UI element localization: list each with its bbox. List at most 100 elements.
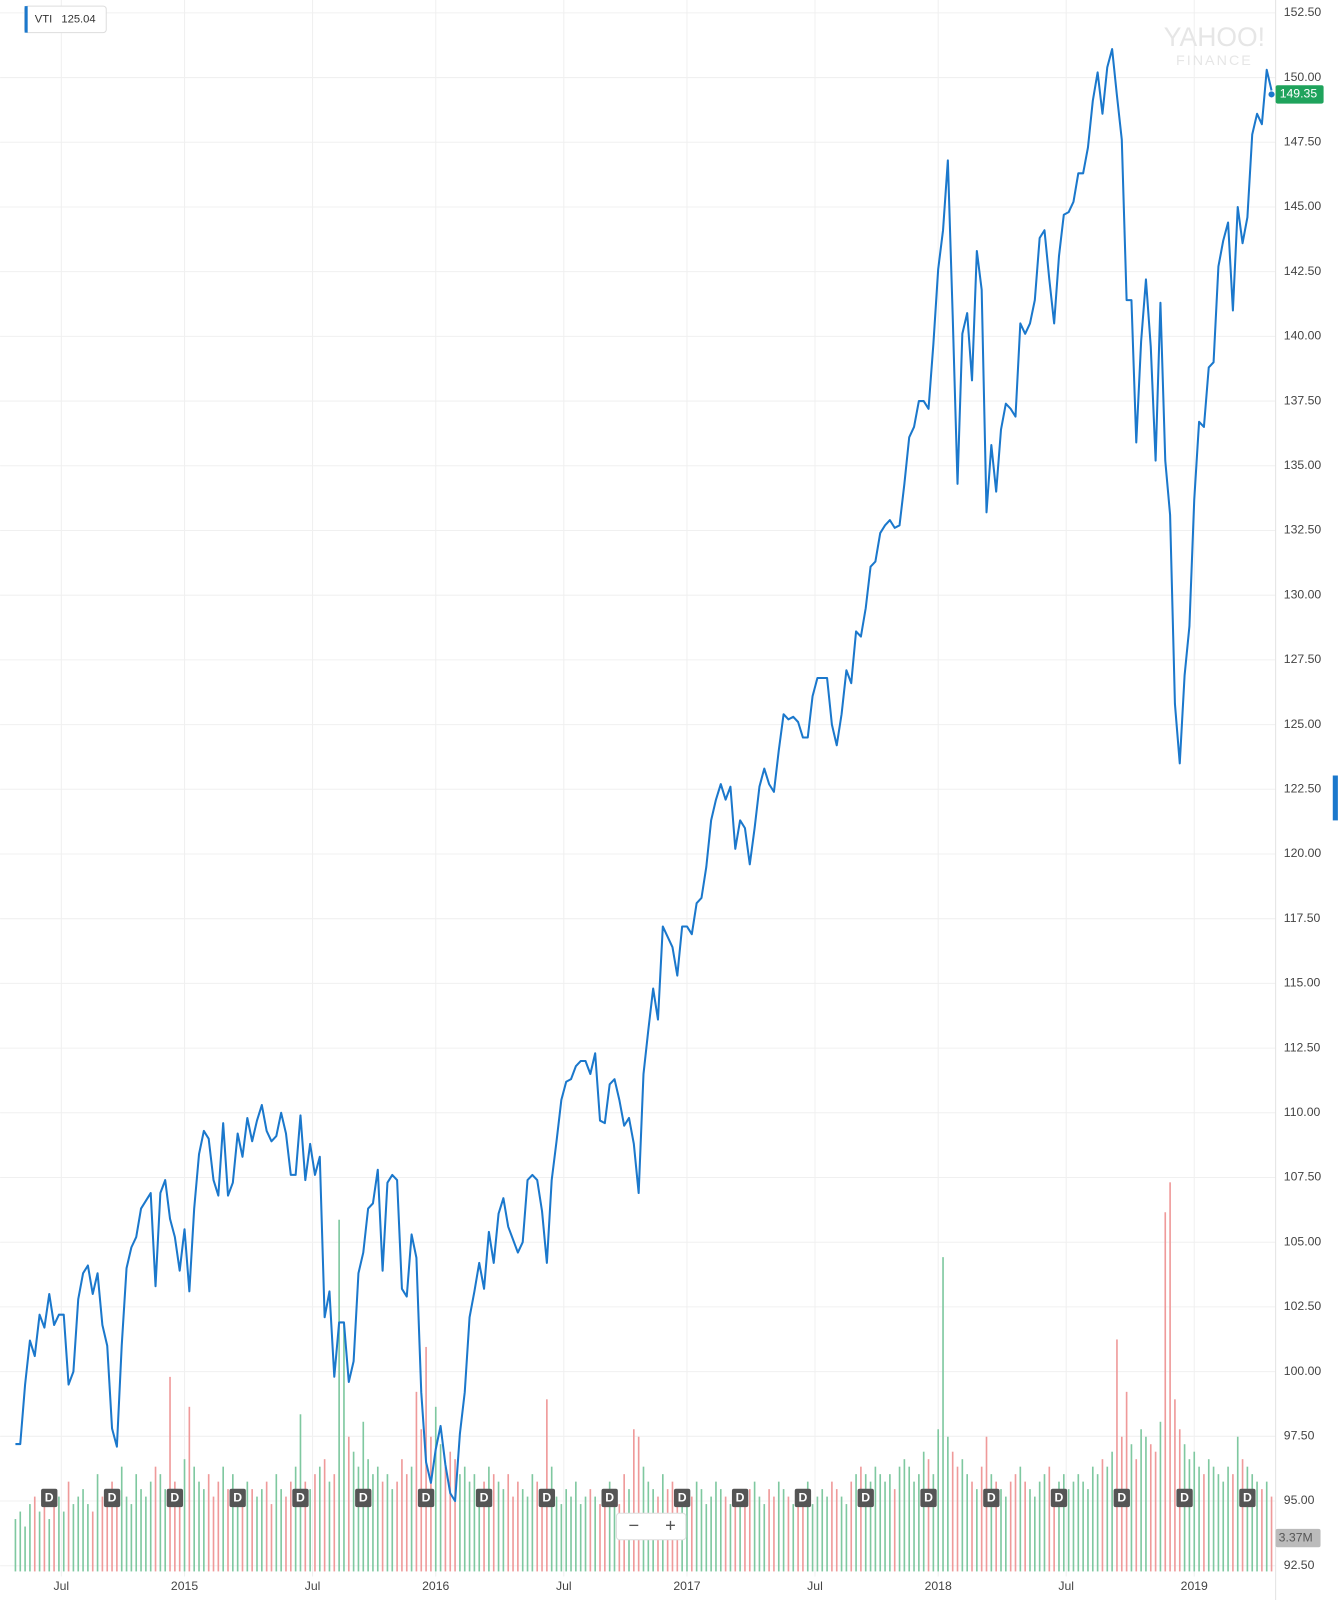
volume-bar [864,1474,867,1572]
volume-bar [579,1504,582,1572]
volume-bar [1169,1182,1171,1572]
volume-bar [831,1481,833,1572]
volume-bar [507,1474,510,1572]
dividend-label: D [542,1491,551,1505]
dividend-label: D [1180,1491,1189,1505]
volume-bar [106,1504,109,1572]
volume-bar [391,1489,394,1572]
volume-bar [1087,1489,1089,1572]
volume-bar [826,1496,828,1572]
volume-bar [918,1474,920,1572]
volume-bar [937,1429,940,1572]
zoom-controls[interactable]: − + [615,1512,687,1541]
volume-bar [111,1481,113,1572]
volume-bar [459,1474,461,1572]
volume-bar [927,1459,930,1572]
volume-bar [942,1257,944,1572]
volume-bar [304,1481,307,1572]
volume-bar [555,1496,558,1572]
volume-bar [932,1474,935,1572]
volume-bar [410,1466,413,1572]
legend-value: 125.04 [61,13,95,25]
volume-bar [613,1496,616,1572]
volume-bar [1048,1466,1051,1572]
dividend-label: D [170,1491,179,1505]
volume-bar [787,1496,790,1572]
volume-bar [1217,1474,1220,1572]
volume-bar [898,1466,901,1572]
volume-bar [1062,1474,1065,1572]
side-handle[interactable] [1332,775,1338,821]
dividend-marker: D [1239,1488,1256,1508]
volume-bar [951,1451,954,1572]
x-tick-label: Jul [305,1579,321,1593]
y-tick-label: 127.50 [1284,652,1322,666]
volume-bar [444,1466,447,1572]
y-tick-label: 150.00 [1284,70,1322,84]
x-tick-label: Jul [807,1579,823,1593]
volume-bar [961,1459,964,1572]
watermark: YAHOO! [1164,22,1265,52]
volume-bar [1183,1444,1186,1572]
dividend-box [673,1488,691,1508]
zoom-in[interactable]: + [665,1514,676,1535]
dividend-marker: D [538,1488,556,1508]
y-tick-label: 132.50 [1284,523,1322,537]
volume-bar [517,1481,519,1572]
volume-bar [439,1444,442,1572]
dividend-label: D [1243,1491,1252,1505]
volume-bar [874,1466,877,1572]
volume-bar [599,1504,601,1572]
volume-bar [29,1504,31,1572]
y-tick-label: 105.00 [1284,1234,1322,1248]
volume-bar [198,1481,200,1572]
volume-bar [1072,1481,1075,1572]
dividend-label: D [605,1491,614,1505]
x-tick-label: 2016 [422,1579,449,1593]
volume-bar [744,1504,746,1572]
volume-bar [116,1489,118,1572]
volume-bar [1261,1489,1263,1572]
volume-bar [318,1466,321,1572]
dividend-box [229,1488,246,1508]
y-tick-label: 130.00 [1284,587,1322,601]
volume-bar [222,1466,224,1572]
volume-bar [82,1489,84,1572]
volume-bar [145,1496,147,1572]
volume-bar [1009,1481,1012,1572]
volume-bar [840,1496,843,1572]
volume-bar [802,1496,804,1572]
volume-bar [584,1496,587,1572]
volume-bar [1029,1489,1031,1572]
volume-bar [357,1466,360,1572]
dividend-box [920,1488,937,1508]
volume-bar [589,1489,592,1572]
dividend-label: D [987,1491,996,1505]
volume-bar [633,1429,635,1572]
volume-bar [48,1519,51,1572]
volume-bar [903,1459,906,1572]
legend: VTI 125.04 [24,5,107,34]
x-tick-label: Jul [1058,1579,1074,1593]
volume-bar [570,1496,572,1572]
volume-bar [922,1451,925,1572]
volume-tag [1275,1528,1321,1548]
volume-bar [700,1489,703,1572]
volume-bar [333,1474,336,1572]
volume-bar [434,1406,437,1572]
volume-bar [1135,1459,1138,1572]
volume-bar [947,1436,949,1572]
volume-bar [777,1481,780,1572]
volume-bar [169,1376,171,1572]
volume-bar [971,1481,973,1572]
volume-bar [521,1489,524,1572]
volume-bar [488,1466,490,1572]
volume-bar [835,1489,838,1572]
volume-bar [1212,1466,1215,1572]
volume-bar [251,1489,253,1572]
volume-bar [526,1496,529,1572]
volume-bar [869,1481,872,1572]
volume-bar [87,1504,89,1572]
zoom-out[interactable]: − [628,1514,639,1535]
